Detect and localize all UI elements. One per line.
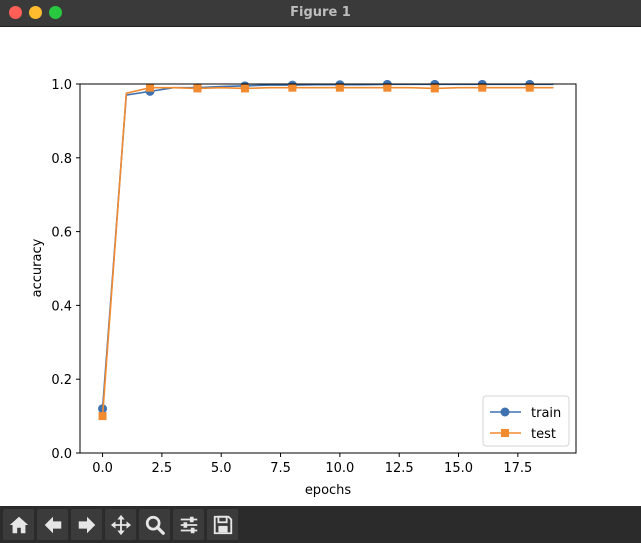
x-tick-label: 17.5 [503, 461, 532, 476]
figure-canvas[interactable]: 0.0 2.5 5.0 7.5 10.0 12.5 15.0 17.5 0.0 0.2 0.4 0.6… [0, 27, 641, 506]
data-point-test [288, 83, 297, 92]
x-tick-label: 10.0 [325, 461, 354, 476]
title-bar: Figure 1 [0, 0, 641, 27]
back-button[interactable] [37, 509, 68, 540]
zoom-icon [145, 515, 165, 535]
y-tick-label: 0.4 [51, 299, 72, 314]
plot-frame [79, 83, 577, 454]
x-tick-label: 0.0 [92, 461, 113, 476]
save-button[interactable] [207, 509, 238, 540]
data-point-test [240, 84, 249, 93]
series-line-test [101, 86, 554, 417]
data-point-test [98, 412, 107, 421]
minimize-window-button[interactable] [29, 6, 42, 19]
x-tick-label: 15.0 [444, 461, 473, 476]
y-tick-label: 0.8 [51, 152, 72, 167]
home-icon [9, 516, 28, 533]
forward-arrow-icon [78, 516, 95, 533]
data-point-test [335, 83, 344, 92]
zoom-button[interactable] [139, 509, 170, 540]
axes-layer: 0.0 2.5 5.0 7.5 10.0 12.5 15.0 17.5 0.0 0.2 0.4 0.6… [51, 78, 532, 476]
data-point-test [525, 83, 534, 92]
y-tick-label: 0.0 [51, 447, 72, 462]
legend-train-label: train [531, 406, 561, 421]
plot-series-layer [98, 79, 554, 421]
x-tick-label: 7.5 [270, 461, 291, 476]
data-point-test [383, 83, 392, 92]
x-tick-label: 2.5 [152, 461, 173, 476]
navigation-toolbar [0, 506, 641, 543]
pan-icon [110, 514, 131, 535]
data-point-test [193, 84, 202, 93]
data-point-test [478, 83, 487, 92]
back-arrow-icon [44, 516, 61, 533]
accuracy-chart: 0.0 2.5 5.0 7.5 10.0 12.5 15.0 17.5 0.0 0.2 0.4 0.6… [30, 78, 577, 498]
home-button[interactable] [3, 509, 34, 540]
y-tick-label: 1.0 [51, 78, 72, 93]
legend-test-label: test [531, 427, 556, 442]
x-tick-label: 5.0 [211, 461, 232, 476]
data-point-test [430, 84, 439, 93]
data-point-test [146, 83, 155, 92]
close-window-button[interactable] [9, 6, 22, 19]
legend-test-marker [501, 429, 509, 437]
legend-box [482, 395, 570, 447]
series-line-train [101, 83, 554, 409]
legend-train-marker [500, 407, 510, 417]
save-icon [213, 515, 232, 534]
x-axis-label: epochs [305, 483, 352, 498]
pan-button[interactable] [105, 509, 136, 540]
configure-subplots-icon [180, 516, 197, 533]
y-tick-label: 0.6 [51, 226, 72, 241]
legend: train test [482, 395, 570, 447]
window-title: Figure 1 [290, 5, 351, 20]
y-tick-label: 0.2 [51, 373, 72, 388]
y-axis-label: accuracy [30, 238, 45, 297]
maximize-window-button[interactable] [49, 6, 62, 19]
configure-subplots-button[interactable] [173, 509, 204, 540]
forward-button[interactable] [71, 509, 102, 540]
x-tick-label: 12.5 [385, 461, 414, 476]
